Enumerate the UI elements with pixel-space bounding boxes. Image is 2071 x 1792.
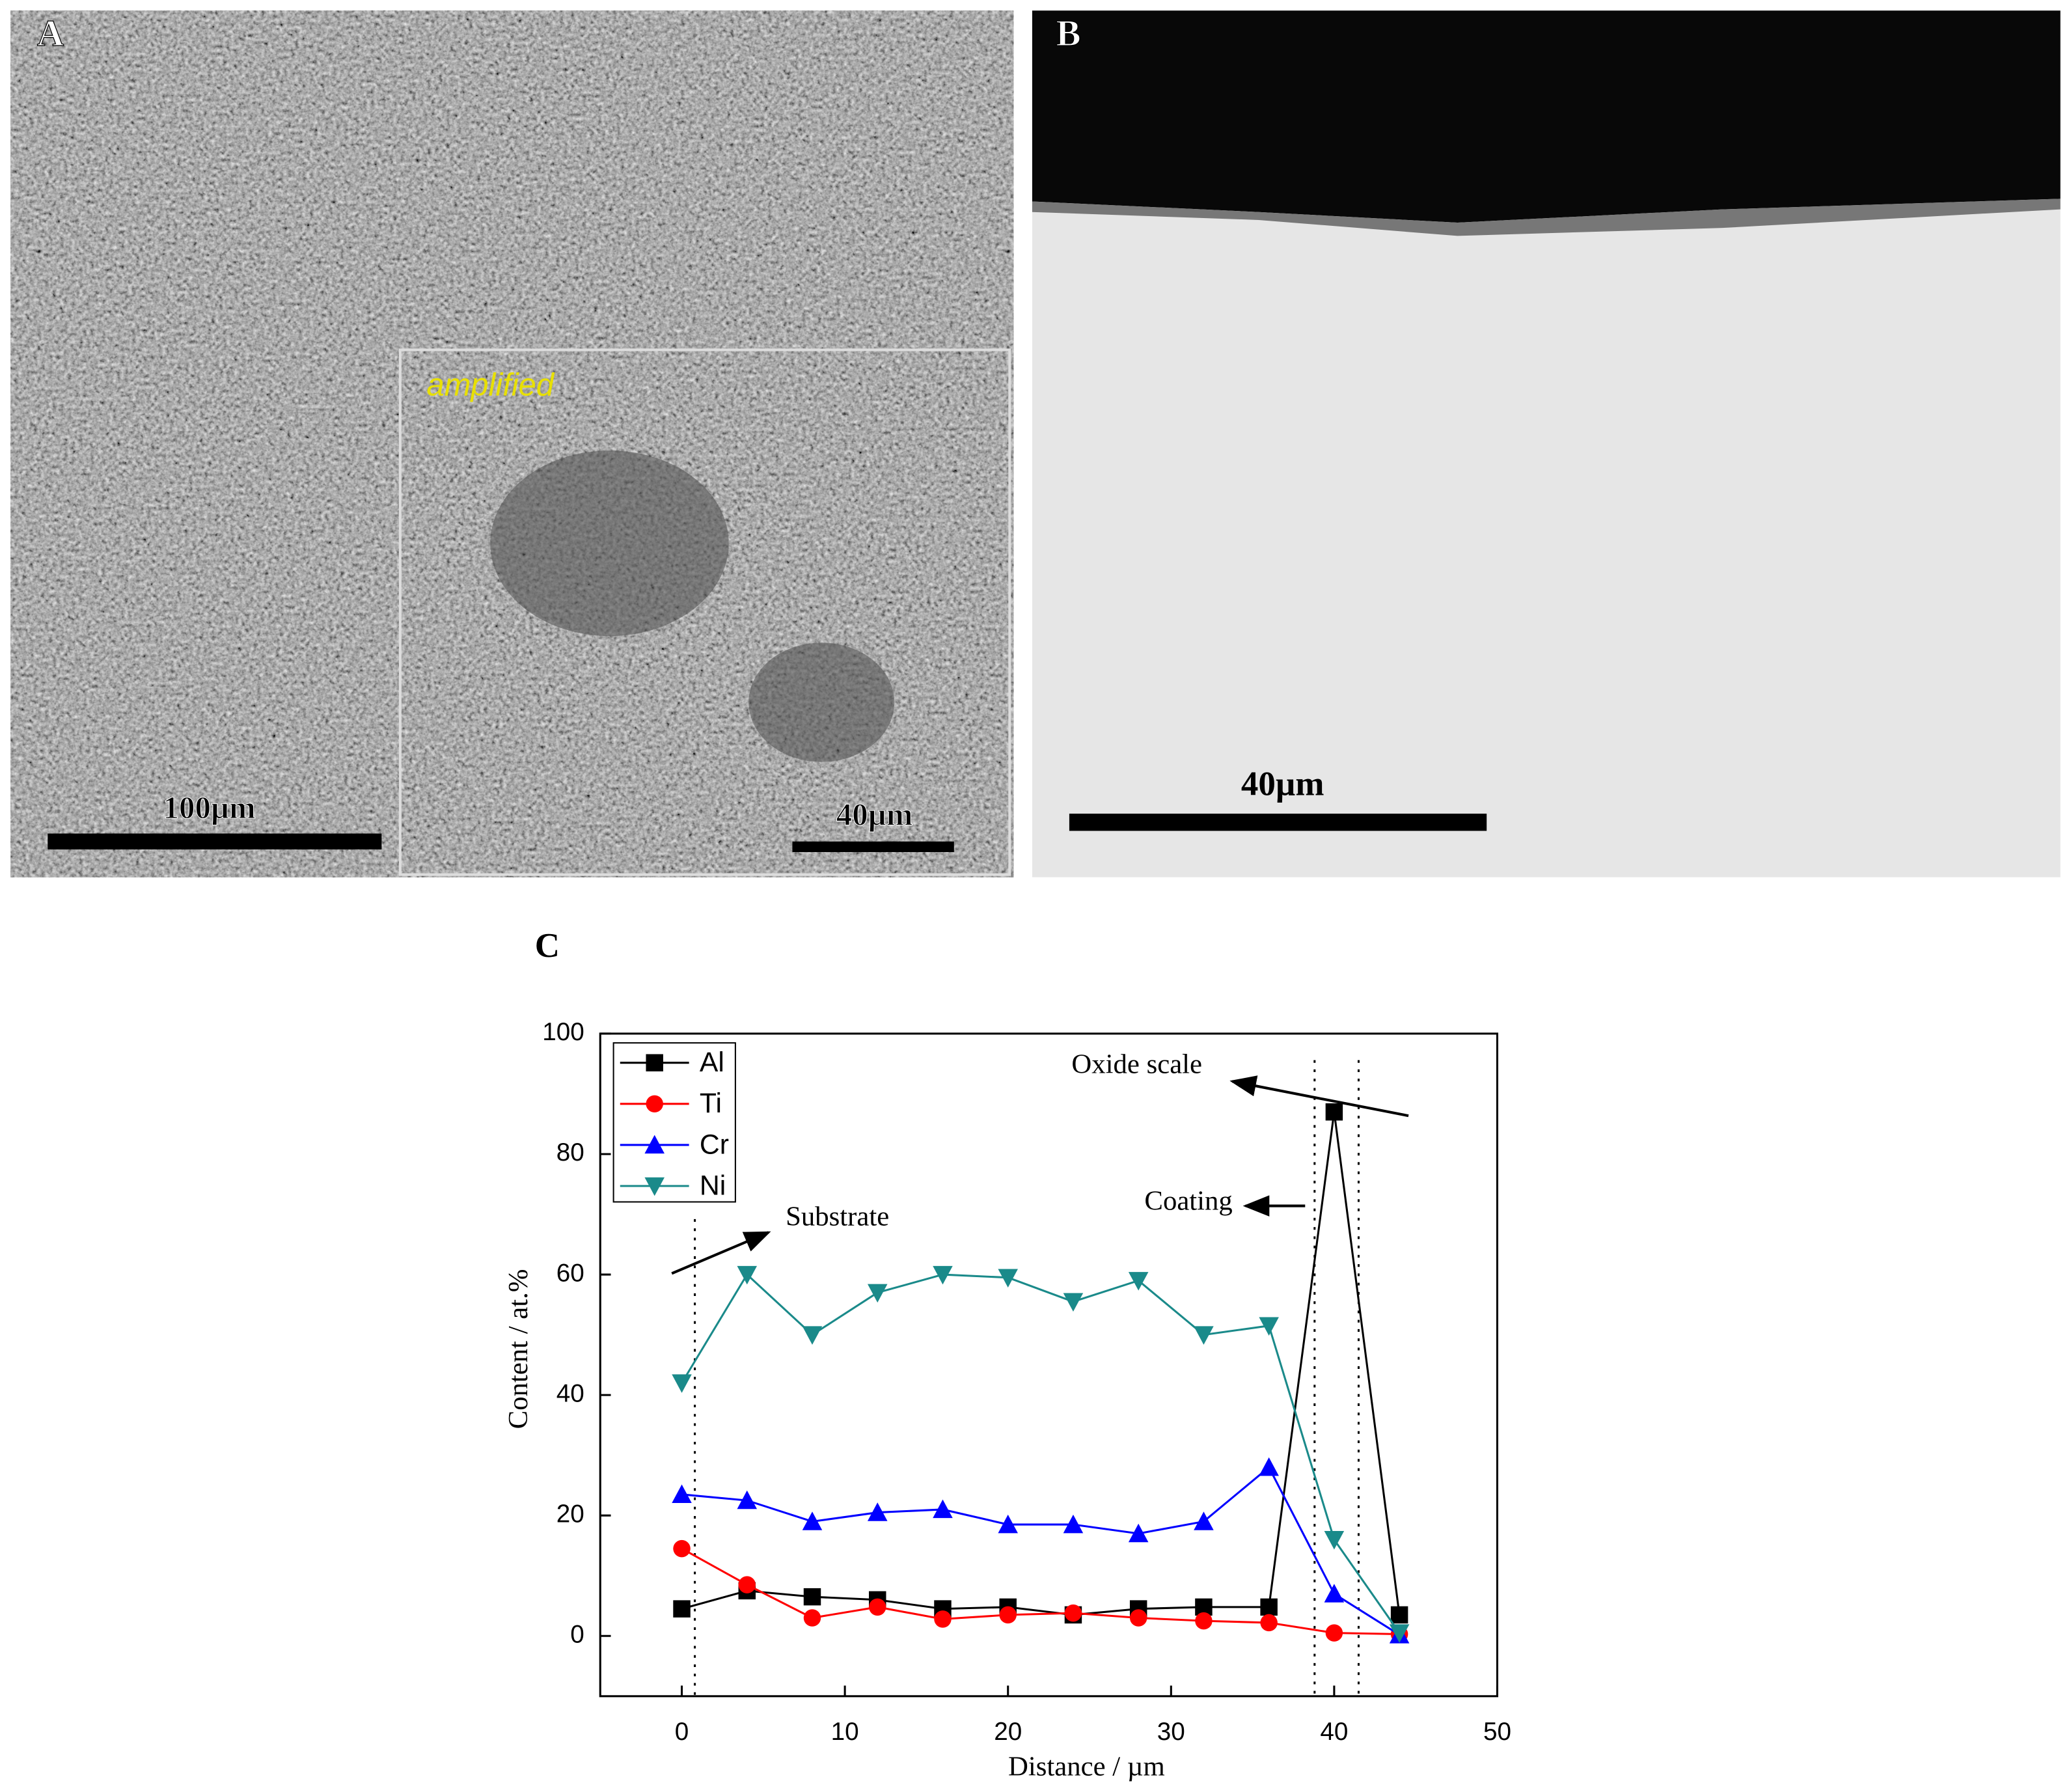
pit [748, 642, 895, 762]
marker [1129, 1609, 1147, 1627]
marker [1259, 1317, 1279, 1336]
y-tick-label: 40 [556, 1379, 584, 1407]
marker [738, 1576, 756, 1593]
plot: 0 10 20 30 40 50 0 20 40 60 80 100 Al Ti Cr Ni Oxide sca… [542, 1018, 1511, 1746]
y-tick-label: 80 [556, 1138, 584, 1166]
marker [998, 1269, 1018, 1288]
series-line [681, 1273, 1401, 1634]
marker [933, 1499, 953, 1519]
marker [1128, 1523, 1149, 1543]
marker [999, 1606, 1017, 1624]
marker [1194, 1511, 1214, 1530]
marker [1325, 1624, 1343, 1642]
x-tick-label: 20 [994, 1718, 1022, 1746]
x-tick-label: 40 [1320, 1718, 1348, 1746]
marker [672, 1374, 692, 1393]
pit [490, 450, 729, 637]
x-axis-label: Distance / µm [1008, 1752, 1165, 1782]
marker [737, 1265, 758, 1285]
legend-frame [612, 1042, 736, 1203]
marker [672, 1484, 692, 1504]
marker [1260, 1598, 1278, 1616]
chart-title: C [535, 927, 560, 965]
scale-bar [48, 833, 382, 849]
x-tick-label: 0 [675, 1718, 689, 1746]
y-axis-label: Content / at.% [503, 1269, 534, 1429]
marker [867, 1284, 888, 1303]
marker [869, 1598, 886, 1616]
marker [1063, 1293, 1084, 1312]
marker [1063, 1514, 1084, 1534]
x-tick-label: 30 [1157, 1718, 1185, 1746]
legend-label: Ni [700, 1170, 726, 1201]
legend-label: Al [700, 1047, 724, 1078]
scale-bar-label: 40µm [1241, 765, 1324, 803]
annotation-arrow [1229, 1075, 1409, 1118]
plot-frame [599, 1032, 1498, 1698]
annotation: Coating [1144, 1185, 1232, 1216]
marker [1325, 1103, 1343, 1121]
y-tick-label: 100 [542, 1018, 584, 1046]
annotation-arrow [671, 1231, 771, 1275]
panel-b: B 40µm [1032, 10, 2061, 877]
marker [1390, 1606, 1408, 1624]
marker [1195, 1612, 1213, 1630]
legend-marker [644, 1135, 665, 1154]
series-line [681, 1112, 1401, 1616]
legend-label: Cr [700, 1129, 729, 1160]
inset-scale-bar-label: 40µm [836, 796, 913, 832]
inset-scale-bar [792, 841, 954, 853]
panel-a: A amplified 100µm 40µm [10, 10, 1014, 877]
marker [803, 1609, 821, 1627]
panel-label: A [37, 13, 64, 54]
marker [1324, 1584, 1345, 1603]
marker [867, 1502, 888, 1521]
marker [933, 1265, 953, 1285]
marker [1194, 1326, 1214, 1345]
marker [998, 1514, 1018, 1534]
marker [1389, 1624, 1410, 1643]
annotation: Oxide scale [1071, 1049, 1202, 1080]
marker [1064, 1604, 1082, 1622]
marker [673, 1539, 691, 1558]
marker [802, 1326, 823, 1345]
dark-region [1032, 10, 2061, 223]
marker [1260, 1614, 1278, 1632]
y-tick-label: 60 [556, 1259, 584, 1287]
marker [737, 1490, 758, 1509]
marker [803, 1588, 821, 1606]
marker [934, 1610, 952, 1628]
legend-label: Ti [700, 1088, 722, 1119]
legend-marker [644, 1177, 665, 1196]
scale-bar-label: 100µm [163, 790, 256, 825]
legend-marker [646, 1054, 663, 1071]
inset-label: amplified [427, 367, 555, 402]
inset-frame [398, 348, 1011, 876]
series-line [681, 1547, 1400, 1636]
scale-bar [1069, 813, 1487, 831]
marker [673, 1600, 691, 1618]
x-tick-label: 10 [831, 1718, 859, 1746]
marker [802, 1511, 823, 1530]
annotation: Substrate [786, 1202, 889, 1232]
panel-label: B [1056, 13, 1081, 54]
y-tick-label: 20 [556, 1500, 584, 1528]
y-tick-label: 0 [570, 1620, 584, 1648]
oxide-layer [1032, 199, 2061, 236]
marker [1324, 1530, 1345, 1550]
series-line [681, 1465, 1400, 1636]
legend-marker [646, 1095, 663, 1113]
x-tick-label: 50 [1483, 1718, 1511, 1746]
marker [1259, 1457, 1279, 1476]
marker [1128, 1272, 1149, 1291]
